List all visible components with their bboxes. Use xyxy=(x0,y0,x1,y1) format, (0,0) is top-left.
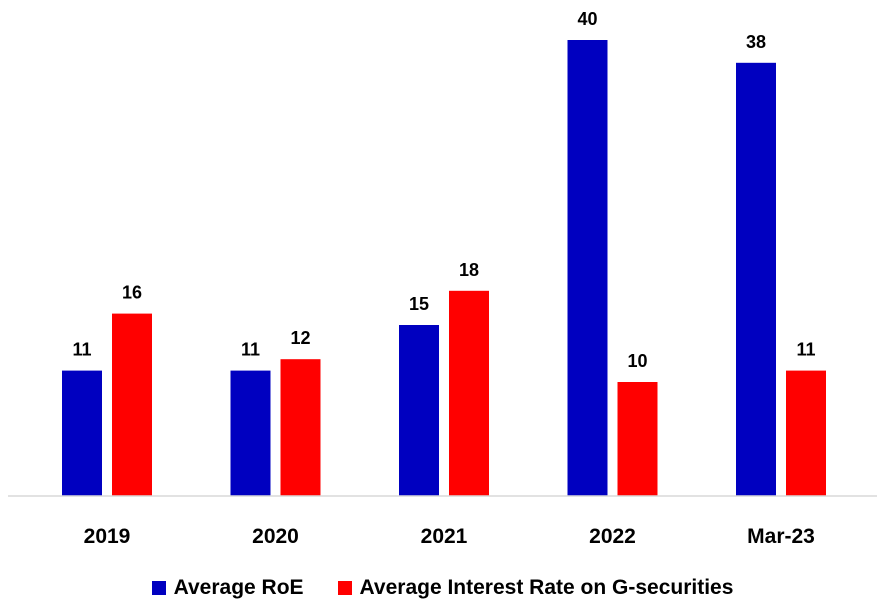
bar-average-roe-2021 xyxy=(399,325,439,496)
bar-average-roe-2020 xyxy=(230,370,271,496)
value-label-average-roe-2021: 15 xyxy=(409,294,429,314)
value-label-average-interest-rate-on-g-securities-2019: 16 xyxy=(122,283,142,303)
bars-group xyxy=(62,40,826,497)
bar-average-roe-2019 xyxy=(62,370,102,496)
value-label-average-interest-rate-on-g-securities-2020: 12 xyxy=(290,328,310,348)
bar-average-interest-rate-on-g-securities-2020 xyxy=(280,359,321,496)
value-labels-group: 11 16 11 12 15 18 40 10 38 11 xyxy=(72,9,815,371)
legend-swatch-average-roe xyxy=(151,581,166,595)
value-label-average-roe-mar-23: 38 xyxy=(746,32,766,52)
value-label-average-interest-rate-on-g-securities-2022: 10 xyxy=(627,351,647,371)
value-label-average-interest-rate-on-g-securities-mar-23: 11 xyxy=(796,340,815,360)
legend: Average RoE Average Interest Rate on G-s… xyxy=(0,576,885,600)
bar-chart: 11 16 11 12 15 18 40 10 38 11 2019 2020 2021 2022 Mar… xyxy=(8,9,877,548)
bar-average-roe-mar-23 xyxy=(736,62,776,497)
legend-label-average-roe: Average RoE xyxy=(173,576,304,599)
category-label-mar-23: Mar-23 xyxy=(747,525,815,548)
category-label-2021: 2021 xyxy=(421,525,468,548)
bar-average-interest-rate-on-g-securities-2022 xyxy=(617,382,658,496)
category-label-2022: 2022 xyxy=(589,525,636,548)
category-labels-group: 2019 2020 2021 2022 Mar-23 xyxy=(84,525,815,548)
category-label-2020: 2020 xyxy=(252,525,299,548)
legend-label-average-interest-rate: Average Interest Rate on G-securities xyxy=(359,576,734,599)
bar-average-interest-rate-on-g-securities-2019 xyxy=(112,313,152,496)
bar-average-roe-2022 xyxy=(567,40,608,496)
value-label-average-interest-rate-on-g-securities-2021: 18 xyxy=(459,260,479,280)
bar-average-interest-rate-on-g-securities-mar-23 xyxy=(786,370,826,496)
legend-item-average-roe: Average RoE xyxy=(151,576,304,600)
value-label-average-roe-2020: 11 xyxy=(241,340,260,360)
category-label-2019: 2019 xyxy=(84,525,131,548)
value-label-average-roe-2019: 11 xyxy=(72,340,91,360)
legend-swatch-average-interest-rate xyxy=(337,581,352,595)
bar-average-interest-rate-on-g-securities-2021 xyxy=(449,290,489,496)
value-label-average-roe-2022: 40 xyxy=(577,9,597,29)
legend-item-average-interest-rate: Average Interest Rate on G-securities xyxy=(337,576,734,600)
